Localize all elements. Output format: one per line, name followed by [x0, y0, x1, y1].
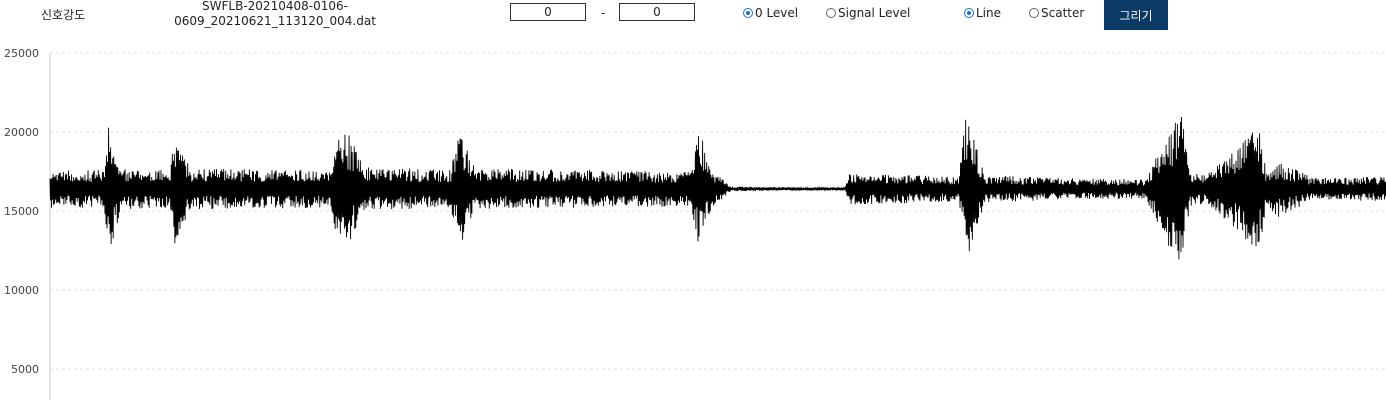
radio-unchecked-icon[interactable] [826, 8, 836, 18]
file-name: SWFLB-20210408-0106- 0609_20210621_11312… [170, 0, 380, 29]
line-radio[interactable]: Line [964, 6, 1001, 20]
range-end-input[interactable] [619, 3, 695, 21]
range-start-input[interactable] [510, 3, 586, 21]
radio-checked-icon[interactable] [743, 8, 753, 18]
y-tick-label: 10000 [4, 284, 39, 297]
line-label: Line [976, 6, 1002, 20]
scatter-radio[interactable]: Scatter [1029, 6, 1084, 20]
signal-chart: 5000 10000 15000 20000 25000 [4, 47, 1386, 400]
file-name-line2: 0609_20210621_113120_004.dat [174, 14, 376, 28]
signal-level-label: Signal Level [838, 6, 911, 20]
y-tick-label: 5000 [11, 363, 39, 376]
radio-checked-icon[interactable] [964, 8, 974, 18]
radio-unchecked-icon[interactable] [1029, 8, 1039, 18]
y-tick-label: 25000 [4, 47, 39, 60]
page-title: 신호강도 [41, 8, 86, 22]
zero-level-radio[interactable]: 0 Level [743, 6, 798, 20]
range-separator: - [601, 6, 606, 20]
y-tick-label: 15000 [4, 205, 39, 218]
file-name-line1: SWFLB-20210408-0106- [202, 0, 348, 13]
signal-level-radio[interactable]: Signal Level [826, 6, 910, 20]
scatter-label: Scatter [1041, 6, 1085, 20]
zero-level-label: 0 Level [755, 6, 799, 20]
signal-series-line [49, 116, 1386, 260]
y-tick-label: 20000 [4, 126, 39, 139]
draw-button[interactable]: 그리기 [1104, 0, 1168, 30]
toolbar: 신호강도 SWFLB-20210408-0106- 0609_20210621_… [0, 0, 1386, 36]
